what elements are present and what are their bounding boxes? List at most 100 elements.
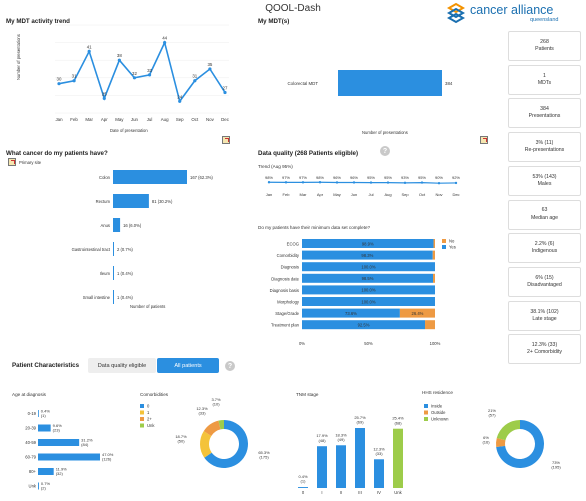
trend-point [208,67,212,71]
x-tick-label: Jun [351,192,357,197]
donut-slice [496,438,506,448]
x-tick-label: Feb [283,192,291,197]
quality-trend-point [318,181,322,184]
tnm-bar [393,428,403,488]
completeness-yes-label: 100.0% [361,265,375,270]
quality-trend-chart: 98% Jan 97% Feb 97% Mar 98% Apr 96% May 96% Jun 95% J… [265,175,460,197]
age-value-label: 0.7% (2) [41,481,51,491]
x-tick-label: Apr [317,192,324,197]
summary-card-label: Late stage [532,315,557,322]
completeness-chart: ECOG 98.9% Comorbidity 98.3% Diagnosis 100.0%… [270,239,456,346]
completeness-yes-label: 98.3% [361,253,373,258]
trend-value-label: 25 [102,91,107,96]
tnm-value-label: 17.9% (48) [316,433,328,443]
age-category-label: 60-79 [25,455,36,460]
legend-swatch [424,404,428,408]
age-value-label: 9.6% (23) [53,423,63,433]
donut-value-label: 65.3% (175) [258,450,270,460]
x-tick-label: Jul [368,192,373,197]
trend-value-label: 44 [162,36,167,41]
completeness-yes-label: 73.6% [345,311,357,316]
donut-value-label: 6% (16) [482,435,490,445]
trend-value-label: 38 [117,53,122,58]
completeness-yes-bar [302,297,435,306]
completeness-no-bar [399,308,435,318]
summary-card-value: 12.3% (33) [531,342,558,349]
summary-card-label: Males [537,180,552,187]
trend-value-label: 32 [132,71,137,76]
age-bar [38,410,39,417]
trend-point [163,41,167,45]
legend-swatch [140,410,144,415]
x-tick-label: Apr [101,117,108,122]
age-bar [38,482,39,490]
summary-card-label: Re-presentations [524,147,565,154]
x-tick-label: 0% [299,341,305,346]
x-tick-label: Oct [191,117,199,122]
mdt-trend-chart: 30 Jan 31 Feb 41 Mar 25 Apr 38 May 32 Jun 33 Jul 44 Aug… [55,24,230,122]
trend-point [223,90,227,95]
age-bar [38,468,54,475]
completeness-title: Do my patients have their minimum data s… [258,225,371,230]
quality-help-icon[interactable]: ? [380,146,390,156]
tab-all-patients[interactable]: All patients [157,358,219,373]
tnm-bar [355,428,365,488]
completeness-no-bar [432,250,435,260]
completeness-yes-bar [302,320,426,330]
cancer-value-label: 1 (0.4%) [117,271,133,276]
quality-trend-point [352,181,356,184]
trend-point [87,49,91,53]
export-icon[interactable] [222,136,230,144]
legend-label: 1 [147,410,150,415]
completeness-yes-label: 100.0% [361,288,375,293]
quality-trend-point [454,181,458,185]
completeness-yes-bar [302,285,435,295]
logo-mark-icon [446,2,466,24]
summary-card: 63 Median age [508,199,581,230]
cancer-bar [113,266,114,280]
cancer-filter-label: Primary site [19,160,42,165]
age-bar [38,439,80,446]
trend-point [132,76,137,80]
logo-sub: queensland [530,17,559,23]
x-tick-label: 50% [364,341,373,346]
app-title: QOOL-Dash [265,3,321,14]
comorb-title: Comorbidities [140,392,169,397]
quality-trend-point [267,181,271,184]
summary-card: 53% (143) Males [508,165,581,196]
donut-value-label: 12.3% (33) [196,406,208,416]
summary-card-value: 63 [541,207,548,214]
summary-card-label: 2+ Comorbidity [526,349,563,356]
trend-point [57,82,61,86]
characteristics-help-icon[interactable]: ? [225,361,235,371]
quality-trend-value-label: 93% [401,175,409,180]
mdt-bar [338,70,442,96]
export-icon[interactable] [480,136,488,144]
cancer-bar [113,242,114,256]
donut-slice [496,420,520,441]
filter-icon[interactable] [8,158,16,166]
completeness-category-label: ECOG [287,242,299,247]
trend-line [58,40,226,104]
legend-label: Unk [147,423,155,428]
legend-label: 0 [147,404,150,409]
completeness-no-label: 26.4% [412,311,424,316]
quality-trend-line [268,181,457,184]
tnm-value-label: 25.7% (69) [354,415,366,425]
cancer-bar [113,290,114,304]
summary-card: 3% (11) Re-presentations [508,132,581,163]
quality-trend-value-label: 95% [367,175,375,180]
completeness-yes-label: 98.5% [362,276,374,281]
completeness-yes-bar [302,262,435,272]
completeness-category-label: Stage/Grade [275,311,299,316]
legend-yes-label: Yes [449,245,456,250]
trend-value-label: 33 [147,68,152,73]
tab-data-quality-eligible[interactable]: Data quality eligible [88,358,156,373]
summary-card: 38.1% (102) Late stage [508,300,581,331]
quality-trend-value-label: 90% [435,175,443,180]
legend-swatch [140,423,144,428]
completeness-yes-bar [302,308,400,318]
summary-card-label: Median age [530,214,559,221]
quality-trend-point [284,181,288,184]
